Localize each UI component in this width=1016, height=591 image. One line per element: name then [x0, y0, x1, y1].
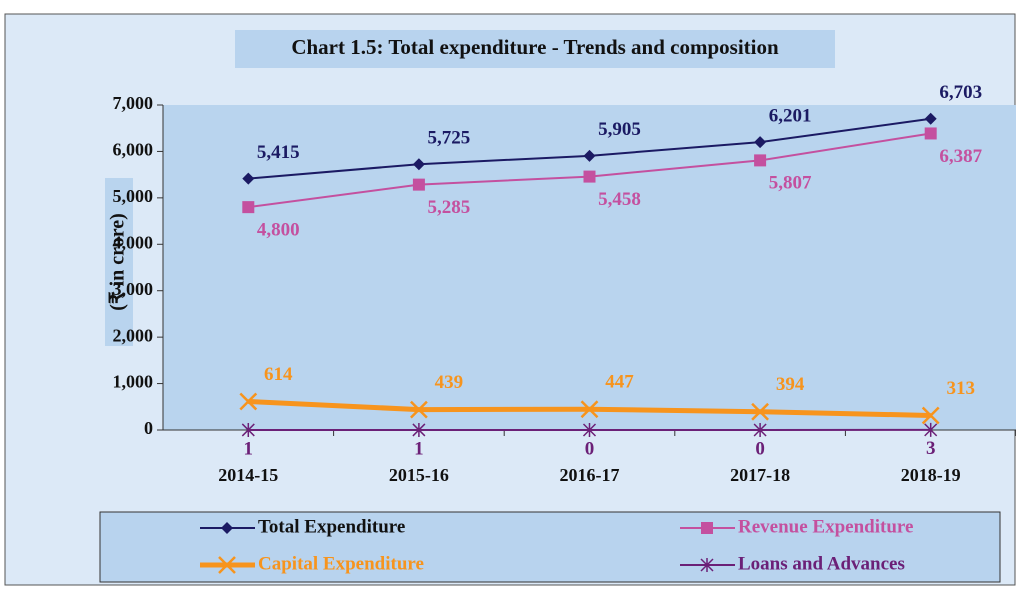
- y-tick-label: 3,000: [113, 279, 154, 299]
- legend-marker: [701, 522, 713, 534]
- data-label: 1: [414, 438, 424, 459]
- data-label: 6,703: [939, 82, 982, 103]
- data-label: 439: [435, 372, 464, 393]
- legend-label: Capital Expenditure: [258, 553, 424, 574]
- x-tick-label: 2014-15: [218, 465, 278, 485]
- legend-label: Total Expenditure: [258, 516, 405, 537]
- data-label: 6,387: [939, 146, 982, 167]
- data-label: 5,725: [428, 128, 471, 149]
- data-label: 614: [264, 364, 293, 385]
- y-tick-label: 2,000: [113, 325, 154, 345]
- legend-label: Loans and Advances: [738, 553, 905, 574]
- marker: [413, 179, 425, 191]
- y-tick-label: 1,000: [113, 372, 154, 392]
- data-label: 394: [776, 374, 805, 395]
- data-label: 5,807: [769, 173, 812, 194]
- x-tick-label: 2016-17: [560, 465, 620, 485]
- data-label: 3: [926, 438, 936, 459]
- marker: [925, 127, 937, 139]
- y-tick-label: 4,000: [113, 232, 154, 252]
- data-label: 6,201: [769, 105, 812, 126]
- x-tick-label: 2017-18: [730, 465, 790, 485]
- y-tick-label: 7,000: [113, 93, 154, 113]
- marker: [754, 154, 766, 166]
- data-label: 1: [244, 438, 254, 459]
- data-label: 5,285: [428, 197, 471, 218]
- data-label: 0: [585, 438, 595, 459]
- x-tick-label: 2015-16: [389, 465, 449, 485]
- data-label: 447: [605, 372, 634, 393]
- marker: [584, 171, 596, 183]
- data-label: 5,458: [598, 189, 641, 210]
- data-label: 313: [946, 378, 975, 399]
- data-label: 4,800: [257, 220, 300, 241]
- y-tick-label: 6,000: [113, 140, 154, 160]
- x-tick-label: 2018-19: [901, 465, 961, 485]
- chart-title: Chart 1.5: Total expenditure - Trends an…: [291, 35, 779, 59]
- y-tick-label: 0: [144, 418, 153, 438]
- marker: [242, 201, 254, 213]
- data-label: 5,905: [598, 119, 641, 140]
- data-label: 0: [755, 438, 765, 459]
- y-tick-label: 5,000: [113, 186, 154, 206]
- legend-label: Revenue Expenditure: [738, 516, 913, 537]
- data-label: 5,415: [257, 142, 300, 163]
